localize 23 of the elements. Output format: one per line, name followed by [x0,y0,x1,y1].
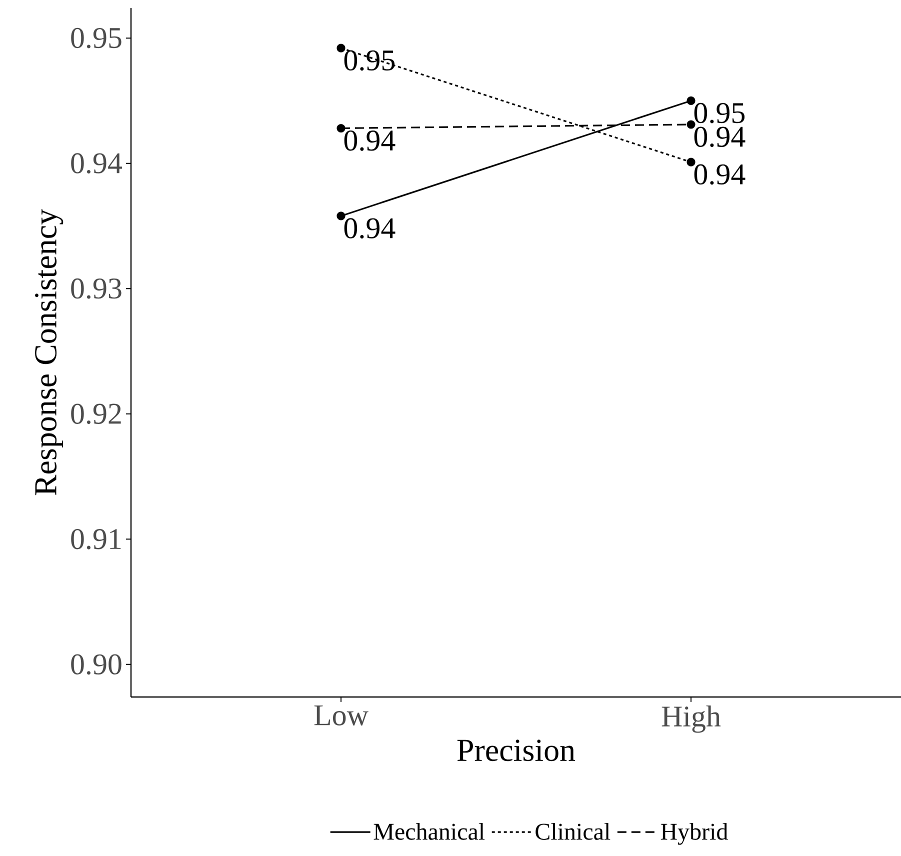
y-axis-title: Response Consistency [35,209,64,496]
legend-label: Hybrid [660,822,728,845]
y-tick-label: 0.90 [71,654,122,675]
data-label: 0.94 [694,164,746,185]
y-tick-label: 0.92 [71,404,121,424]
legend-label: Clinical [536,822,610,840]
data-label: 0.94 [344,218,396,239]
y-tick-label: 0.91 [71,528,121,550]
data-label: 0.94 [344,130,396,151]
y-tick-label: 0.93 [71,278,122,299]
y-tick-label: 0.94 [71,153,122,174]
x-tick-label: High [662,706,721,733]
data-label: 0.95 [694,102,745,124]
legend-label: Mechanical [374,822,485,840]
point [336,44,346,52]
y-tick-label: 0.95 [71,28,122,48]
x-tick-label: Low [314,706,368,726]
x-axis-title: Precision [457,740,576,762]
data-label: 0.94 [694,126,746,148]
point [336,212,346,220]
point [686,158,696,166]
point [686,96,696,105]
point [336,124,346,133]
